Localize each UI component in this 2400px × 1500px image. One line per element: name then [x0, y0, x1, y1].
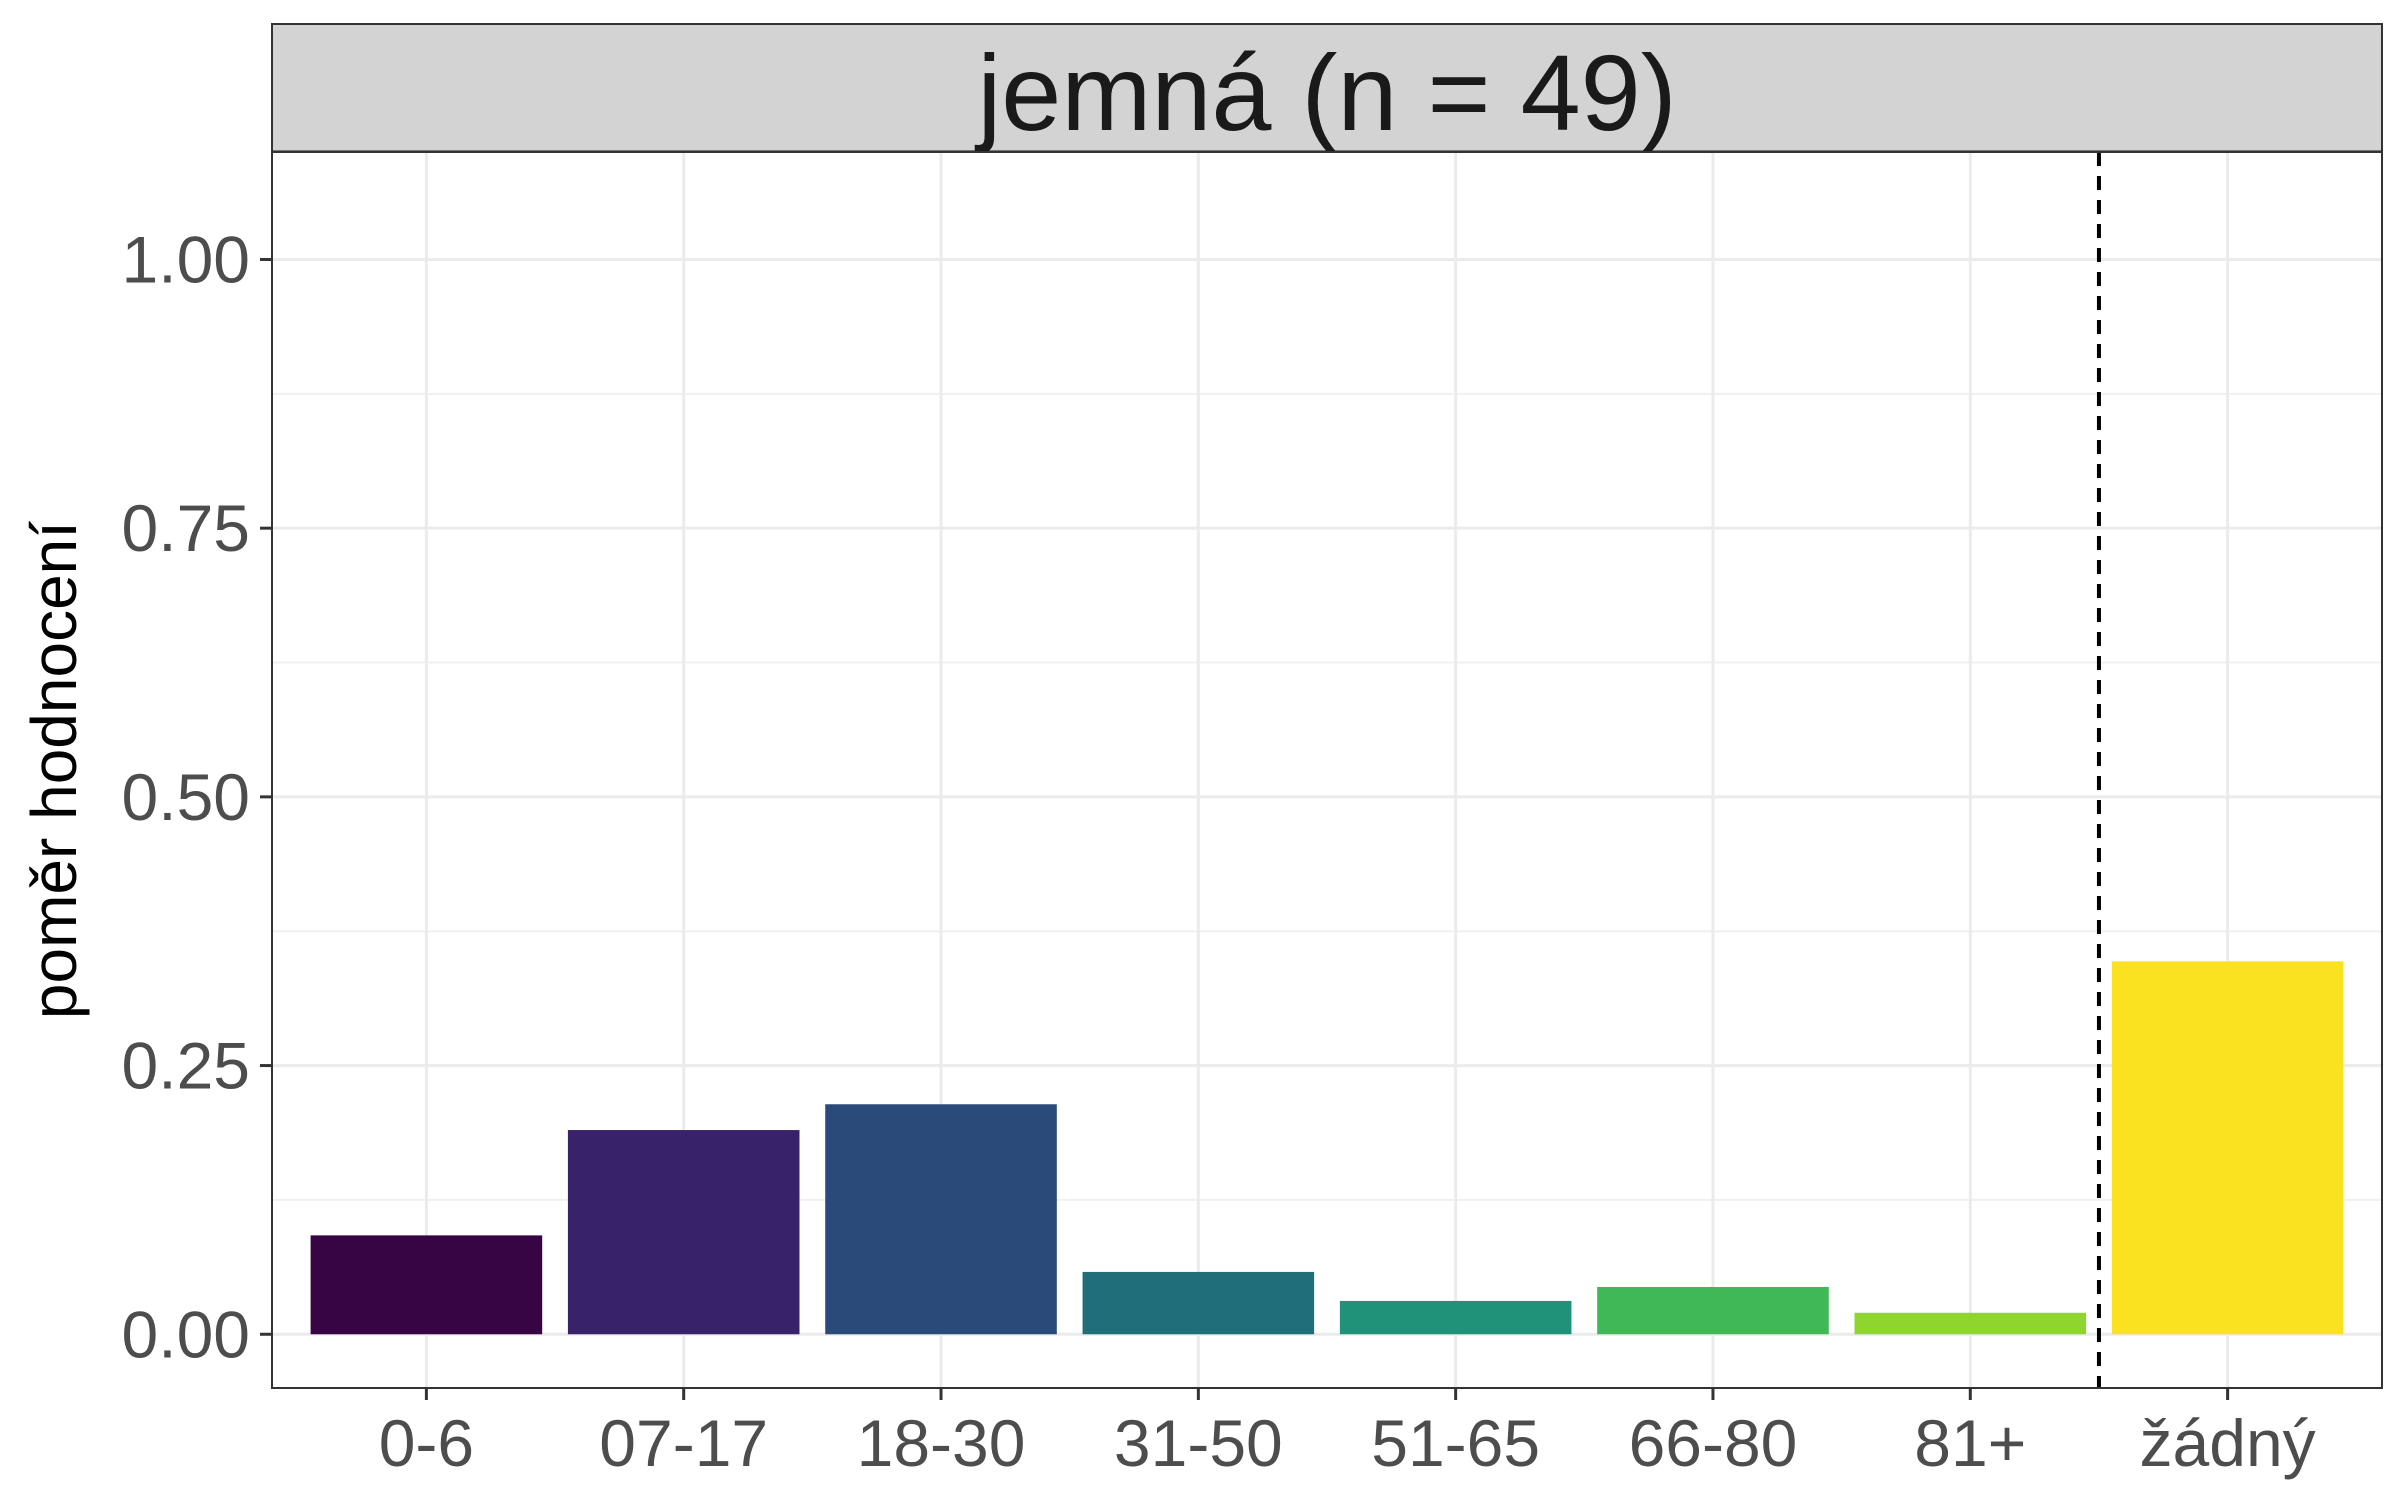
- x-tick-label: 81+: [1914, 1406, 2026, 1480]
- bar-66-80: [1597, 1286, 1829, 1335]
- y-axis-title: poměr hodnocení: [18, 521, 90, 1019]
- bar-81+: [1854, 1312, 2087, 1335]
- x-tick-label: 31-50: [1114, 1406, 1283, 1480]
- y-tick-label: 1.00: [122, 222, 250, 296]
- facet-strip: [271, 23, 2383, 153]
- bars: [310, 961, 2344, 1335]
- plot-panel-border: [271, 151, 2383, 1389]
- bar-žádný: [2111, 961, 2344, 1335]
- x-tick-label: žádný: [2140, 1406, 2316, 1480]
- y-tick-label: 0.50: [122, 760, 250, 834]
- facet-title: jemná (n = 49): [974, 32, 1676, 153]
- bar-18-30: [825, 1104, 1057, 1335]
- y-tick-label: 0.75: [122, 491, 250, 565]
- x-tick-label: 66-80: [1629, 1406, 1798, 1480]
- y-axis: 0.00 0.25 0.50 0.75 1.00: [122, 222, 272, 1371]
- bar-07-17: [567, 1130, 800, 1335]
- bar-0-6: [310, 1235, 543, 1335]
- bar-31-50: [1082, 1271, 1315, 1335]
- y-tick-label: 0.25: [122, 1029, 250, 1103]
- x-tick-label: 51-65: [1371, 1406, 1540, 1480]
- x-tick-label: 0-6: [379, 1406, 474, 1480]
- x-tick-label: 07-17: [599, 1406, 768, 1480]
- x-axis: 0-6 07-17 18-30 31-50 51-65 66-80 81+ žádný: [379, 1388, 2316, 1480]
- x-tick-label: 18-30: [857, 1406, 1026, 1480]
- bar-51-65: [1339, 1300, 1572, 1335]
- y-tick-label: 0.00: [122, 1297, 250, 1371]
